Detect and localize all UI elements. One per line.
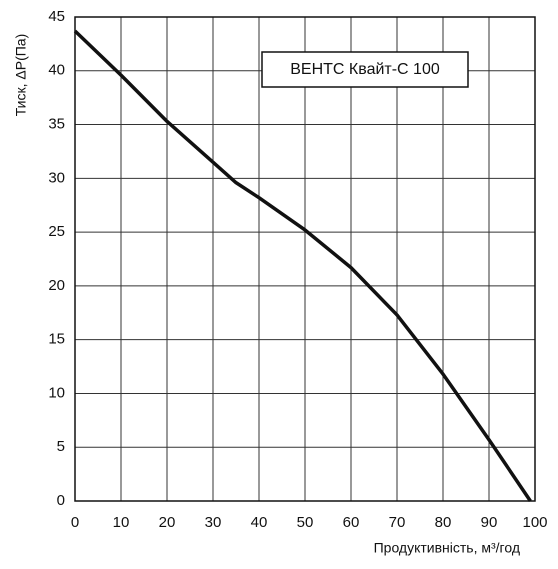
x-tick-label: 40 <box>251 514 268 531</box>
y-tick-label: 25 <box>48 223 65 240</box>
x-tick-label: 0 <box>71 514 79 531</box>
y-tick-label: 5 <box>57 438 65 455</box>
x-tick-label: 20 <box>159 514 176 531</box>
curve <box>73 29 532 502</box>
y-tick-label: 20 <box>48 277 65 294</box>
x-tick-label: 70 <box>389 514 406 531</box>
plot-border <box>74 16 536 502</box>
y-tick-label: 15 <box>48 331 65 348</box>
y-axis-label: Тиск, ΔP(Па) <box>13 34 29 117</box>
x-tick-label: 80 <box>435 514 452 531</box>
y-tick-label: 40 <box>48 62 65 79</box>
x-tick-label: 10 <box>113 514 130 531</box>
y-tick-label: 45 <box>48 8 65 25</box>
x-axis-label: Продуктивність, м³/год <box>374 540 520 556</box>
annotation: ВЕНТС Квайт-С 100 <box>290 61 440 78</box>
x-tick-label: 100 <box>522 514 547 531</box>
y-tick-label: 35 <box>48 116 65 133</box>
x-tick-label: 90 <box>481 514 498 531</box>
y-tick-label: 10 <box>48 384 65 401</box>
annotation-box <box>261 51 469 88</box>
y-tick-label: 0 <box>57 492 65 509</box>
x-tick-label: 60 <box>343 514 360 531</box>
y-tick-label: 30 <box>48 169 65 186</box>
x-tick-label: 50 <box>297 514 314 531</box>
x-tick-label: 30 <box>205 514 222 531</box>
